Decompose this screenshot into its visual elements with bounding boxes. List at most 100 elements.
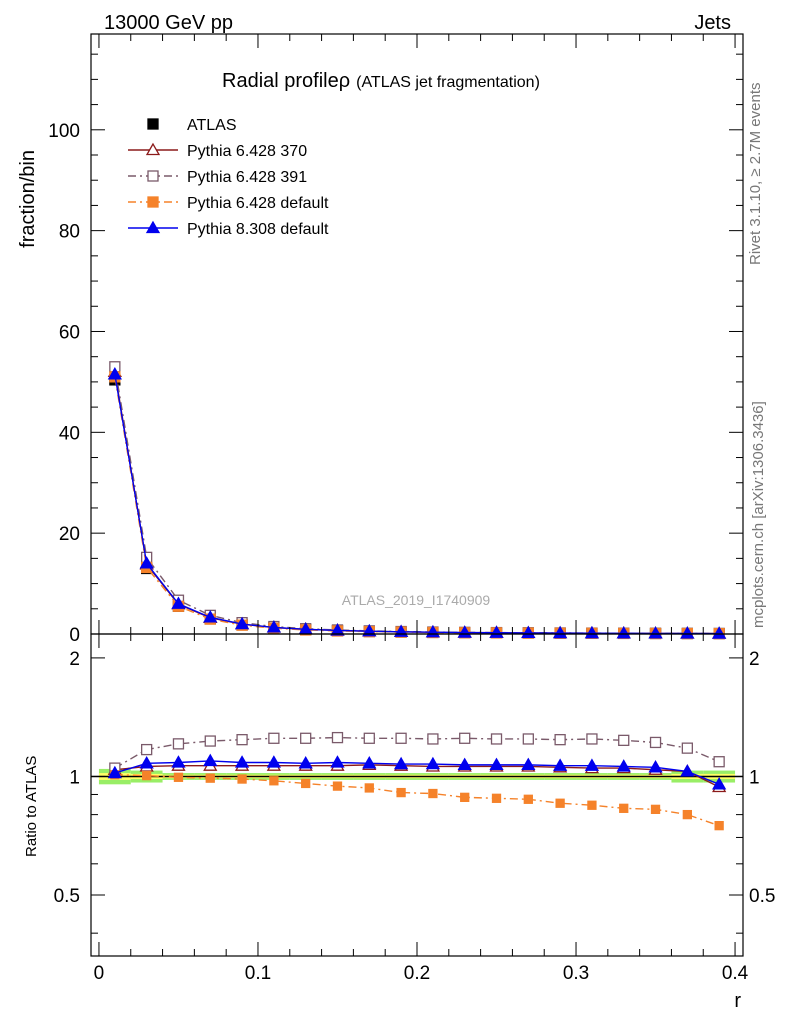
chart-title: Radial profileρ (ATLAS jet fragmentation) <box>222 70 540 92</box>
legend-marker-0 <box>147 118 159 130</box>
energy-label: 13000 GeV pp <box>104 12 233 34</box>
series-4-main-point <box>362 623 377 637</box>
series-3-ratio-point <box>428 788 438 799</box>
y-tick-label: 0 <box>69 625 80 646</box>
rivet-version-label: Rivet 3.1.10, ≥ 2.7M events <box>747 83 764 266</box>
ratio-plot-frame <box>90 633 744 957</box>
ratio-tick-label-left: 1 <box>69 767 80 788</box>
series-4-main-point <box>330 623 345 636</box>
series-2-ratio-point <box>268 732 280 744</box>
series-4-ratio-point <box>553 758 568 771</box>
legend-marker-1 <box>145 142 161 156</box>
series-3-ratio-point <box>460 792 470 802</box>
series-4-main-point <box>139 556 154 569</box>
series-3-ratio-point <box>205 773 215 783</box>
series-3-ratio-point <box>523 794 533 804</box>
series-2-ratio-point <box>713 756 725 768</box>
series-3-ratio-point <box>619 803 629 813</box>
legend-label-2: Pythia 6.428 391 <box>187 169 307 186</box>
series-4-main-point <box>266 620 281 633</box>
y-tick-label: 100 <box>48 121 80 142</box>
x-tick-label: 0.3 <box>563 963 589 984</box>
series-4-main-point <box>203 610 218 623</box>
series-3-ratio-point <box>237 774 247 784</box>
series-4-ratio-point <box>234 755 250 768</box>
series-2-ratio-point <box>141 743 153 756</box>
series-2-ratio-point <box>331 731 344 744</box>
series-4-ratio-point <box>362 755 377 769</box>
process-label: Jets <box>694 12 731 34</box>
series-2-ratio-point <box>649 736 662 749</box>
y-tick-label: 40 <box>59 423 80 444</box>
series-2-ratio-point <box>554 734 566 746</box>
x-tick-label: 0 <box>94 963 105 984</box>
x-axis-label: r <box>734 990 741 1012</box>
ratio-series-group <box>107 731 727 831</box>
x-tick-label: 0.4 <box>722 963 749 984</box>
series-2-ratio-point <box>522 733 534 745</box>
series-4-main-point <box>648 626 663 639</box>
series-3-ratio-point <box>650 804 661 815</box>
series-2-ratio-point <box>586 733 598 745</box>
series-4-main-point <box>553 625 568 639</box>
series-2-ratio-point <box>618 734 630 747</box>
series-4-main-point <box>107 367 122 380</box>
series-3-ratio-line <box>114 774 720 827</box>
series-3-ratio-point <box>714 821 724 831</box>
ratio-tick-label-left: 0.5 <box>54 886 80 907</box>
legend: ATLAS Pythia 6.428 370 Pythia 6.428 391 Pyt… <box>128 117 329 238</box>
y-tick-label: 60 <box>59 322 80 343</box>
series-4-ratio-point <box>393 756 409 770</box>
legend-label-1: Pythia 6.428 370 <box>187 143 307 160</box>
legend-label-3: Pythia 6.428 default <box>187 195 329 212</box>
series-4-main-point <box>234 616 250 630</box>
legend-label-0: ATLAS <box>187 117 237 134</box>
legend-marker-2 <box>147 170 159 182</box>
x-tick-label: 0.2 <box>404 963 430 984</box>
analysis-watermark: ATLAS_2019_I1740909 <box>342 592 491 608</box>
series-4-ratio-point <box>171 755 186 768</box>
series-3-ratio-point <box>682 809 692 820</box>
series-4-ratio-point <box>107 765 122 779</box>
series-3-ratio-point <box>491 793 502 803</box>
y-tick-label: 80 <box>59 222 80 243</box>
series-2-ratio-point <box>300 732 312 744</box>
series-4-ratio-point <box>298 755 313 769</box>
series-4-main-point <box>171 596 186 609</box>
series-3-ratio-point <box>555 798 565 808</box>
series-2-ratio-point <box>490 733 503 745</box>
series-2-ratio-point <box>681 742 693 754</box>
series-3-ratio-point <box>364 783 374 793</box>
series-2-ratio-point <box>459 732 471 744</box>
legend-marker-4 <box>145 220 161 234</box>
series-2-ratio-point <box>172 738 185 750</box>
series-4-ratio-point <box>139 755 154 769</box>
series-4-ratio-point <box>521 757 536 771</box>
ratio-tick-label-left: 2 <box>69 649 80 670</box>
mcplots-label: mcplots.cern.ch [arXiv:1306.3436] <box>750 401 767 628</box>
series-4-main-point <box>712 626 727 639</box>
series-4-ratio-point <box>584 758 600 771</box>
series-4-main-point <box>521 625 536 639</box>
series-4-ratio-point <box>648 759 663 773</box>
ratio-tick-label-right: 0.5 <box>749 886 775 907</box>
series-4-ratio-point <box>457 757 472 771</box>
y-axis-label: fraction/bin <box>17 150 39 248</box>
series-2-ratio-point <box>204 735 216 747</box>
y-tick-label: 20 <box>59 524 80 545</box>
series-4-ratio-point <box>330 755 345 768</box>
series-2-ratio-point <box>395 732 407 744</box>
series-3-ratio-point <box>587 800 597 810</box>
series-3-ratio-point <box>142 770 152 781</box>
series-4-main-point <box>680 626 695 639</box>
series-4-ratio-point <box>680 764 695 777</box>
series-3-ratio-point <box>332 781 343 791</box>
series-2-ratio-point <box>236 734 248 746</box>
series-4-ratio-point <box>712 777 727 790</box>
axes-group: 0 0.1 0.2 0.3 0.4 0 20 40 60 80 100 0.5 0.5 1 1 2 2 <box>48 34 775 984</box>
series-2-ratio-point <box>363 732 375 744</box>
series-3-ratio-point <box>173 772 184 782</box>
series-4-ratio-point <box>266 755 281 768</box>
series-4-ratio-point <box>425 756 441 770</box>
